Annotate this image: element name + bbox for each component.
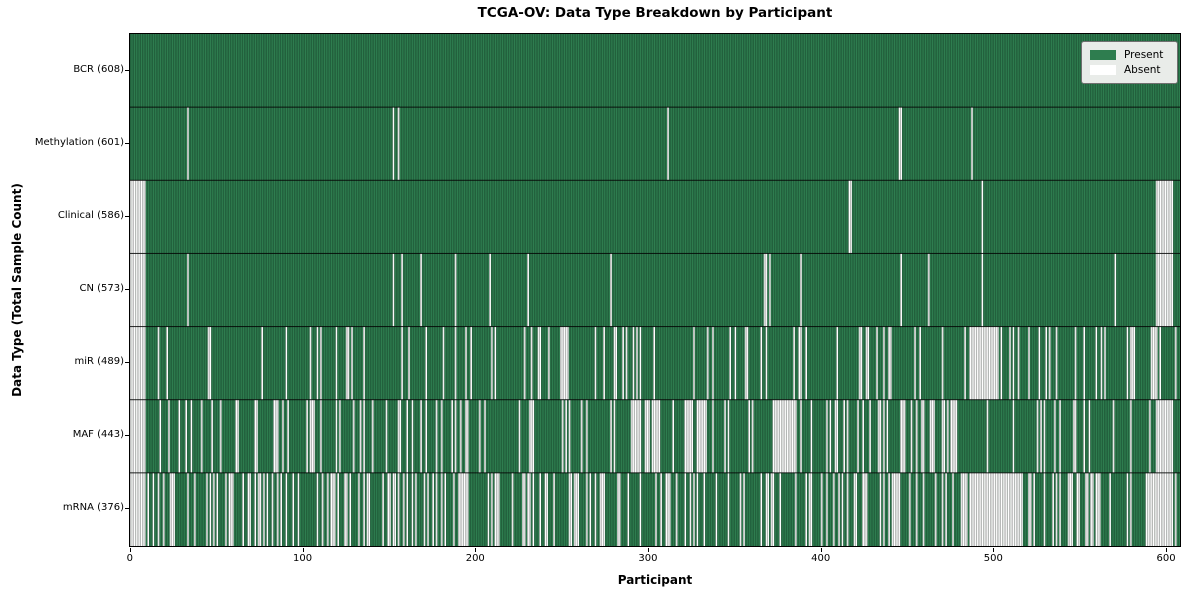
heatmap-canvas <box>130 34 1180 546</box>
y-tick <box>125 215 129 217</box>
x-tick-label: 100 <box>293 553 313 564</box>
row-label-Methylation: Methylation (601) <box>34 136 124 148</box>
x-tick-label: 600 <box>1156 553 1176 564</box>
legend-present-label: Present <box>1124 48 1164 61</box>
y-tick <box>125 69 129 71</box>
absent-swatch-icon <box>1090 65 1116 75</box>
x-tick-label: 400 <box>811 553 831 564</box>
x-tick <box>1166 548 1168 552</box>
x-axis-label: Participant <box>617 573 693 587</box>
chart-title: TCGA-OV: Data Type Breakdown by Particip… <box>477 5 833 21</box>
legend: Present Absent <box>1081 41 1178 84</box>
x-tick-label: 500 <box>983 553 1003 564</box>
x-tick <box>302 548 304 552</box>
present-swatch-icon <box>1090 50 1116 60</box>
row-label-Clinical: Clinical (586) <box>57 209 124 221</box>
legend-entry-absent: Absent <box>1090 63 1177 76</box>
legend-absent-label: Absent <box>1124 63 1161 76</box>
x-tick <box>647 548 649 552</box>
x-tick-label: 0 <box>126 553 134 564</box>
x-tick-label: 200 <box>465 553 485 564</box>
row-label-mRNA: mRNA (376) <box>62 502 124 514</box>
y-tick <box>125 435 129 437</box>
y-tick <box>125 142 129 144</box>
y-tick <box>125 362 129 364</box>
y-tick <box>125 508 129 510</box>
row-label-CN: CN (573) <box>79 283 124 294</box>
row-label-BCR: BCR (608) <box>73 63 124 75</box>
row-label-MAF: MAF (443) <box>72 429 124 441</box>
x-tick <box>993 548 995 552</box>
y-tick <box>125 289 129 290</box>
x-tick <box>475 548 477 552</box>
x-tick <box>820 548 822 552</box>
x-tick-label: 300 <box>638 553 658 564</box>
legend-entry-present: Present <box>1090 48 1177 61</box>
x-tick <box>129 548 131 552</box>
row-label-miR: miR (489) <box>74 356 124 368</box>
plot-area <box>129 33 1181 547</box>
